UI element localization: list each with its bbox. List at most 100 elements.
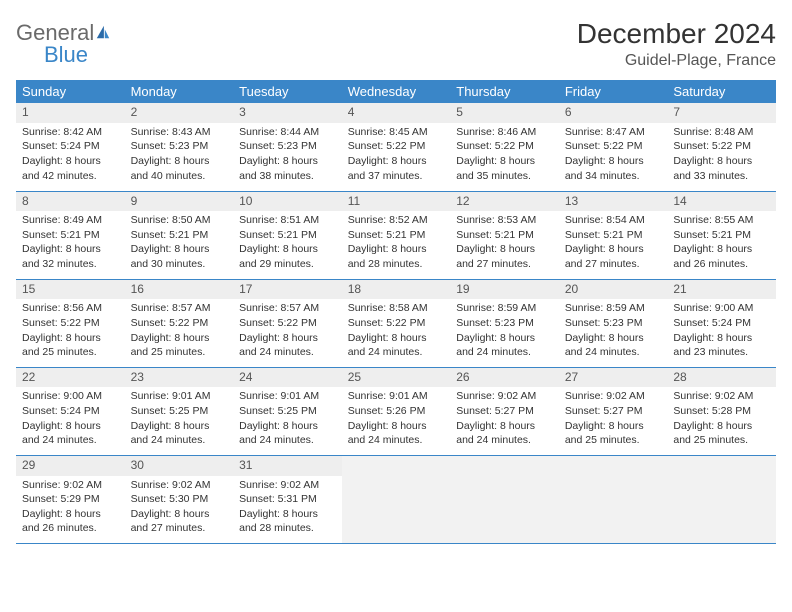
day-details: Sunrise: 9:00 AMSunset: 5:24 PMDaylight:…: [667, 299, 776, 367]
calendar-day-cell: 30Sunrise: 9:02 AMSunset: 5:30 PMDayligh…: [125, 455, 234, 543]
daylight-text-1: Daylight: 8 hours: [239, 508, 336, 522]
sunrise-text: Sunrise: 8:54 AM: [565, 214, 662, 228]
location-label: Guidel-Plage, France: [577, 52, 776, 70]
day-number: 25: [342, 368, 451, 388]
daylight-text-2: and 25 minutes.: [673, 434, 770, 448]
daylight-text-1: Daylight: 8 hours: [239, 420, 336, 434]
calendar-day-cell: 9Sunrise: 8:50 AMSunset: 5:21 PMDaylight…: [125, 191, 234, 279]
daylight-text-2: and 33 minutes.: [673, 170, 770, 184]
day-details: Sunrise: 8:50 AMSunset: 5:21 PMDaylight:…: [125, 211, 234, 279]
daylight-text-1: Daylight: 8 hours: [673, 420, 770, 434]
calendar-day-cell: [559, 455, 668, 543]
day-number: 14: [667, 192, 776, 212]
day-number: 2: [125, 103, 234, 123]
daylight-text-1: Daylight: 8 hours: [348, 243, 445, 257]
month-title: December 2024: [577, 18, 776, 50]
day-details: Sunrise: 8:59 AMSunset: 5:23 PMDaylight:…: [559, 299, 668, 367]
calendar-day-cell: 4Sunrise: 8:45 AMSunset: 5:22 PMDaylight…: [342, 103, 451, 191]
day-number: 5: [450, 103, 559, 123]
sunset-text: Sunset: 5:28 PM: [673, 405, 770, 419]
sunrise-text: Sunrise: 8:55 AM: [673, 214, 770, 228]
sunrise-text: Sunrise: 8:57 AM: [131, 302, 228, 316]
daylight-text-2: and 40 minutes.: [131, 170, 228, 184]
sunrise-text: Sunrise: 8:48 AM: [673, 126, 770, 140]
sunrise-text: Sunrise: 9:02 AM: [456, 390, 553, 404]
day-details: Sunrise: 9:01 AMSunset: 5:25 PMDaylight:…: [233, 387, 342, 455]
daylight-text-2: and 27 minutes.: [456, 258, 553, 272]
sunset-text: Sunset: 5:22 PM: [348, 317, 445, 331]
sunset-text: Sunset: 5:21 PM: [22, 229, 119, 243]
daylight-text-2: and 28 minutes.: [348, 258, 445, 272]
calendar-day-cell: 15Sunrise: 8:56 AMSunset: 5:22 PMDayligh…: [16, 279, 125, 367]
sunset-text: Sunset: 5:21 PM: [239, 229, 336, 243]
calendar-day-cell: 14Sunrise: 8:55 AMSunset: 5:21 PMDayligh…: [667, 191, 776, 279]
day-details: Sunrise: 8:53 AMSunset: 5:21 PMDaylight:…: [450, 211, 559, 279]
sunrise-text: Sunrise: 8:56 AM: [22, 302, 119, 316]
day-number: 23: [125, 368, 234, 388]
sunrise-text: Sunrise: 8:51 AM: [239, 214, 336, 228]
sunset-text: Sunset: 5:22 PM: [131, 317, 228, 331]
sunrise-text: Sunrise: 8:59 AM: [565, 302, 662, 316]
sunset-text: Sunset: 5:29 PM: [22, 493, 119, 507]
day-number: 22: [16, 368, 125, 388]
sunset-text: Sunset: 5:22 PM: [673, 140, 770, 154]
daylight-text-2: and 26 minutes.: [22, 522, 119, 536]
calendar-day-cell: 10Sunrise: 8:51 AMSunset: 5:21 PMDayligh…: [233, 191, 342, 279]
daylight-text-1: Daylight: 8 hours: [565, 243, 662, 257]
calendar-day-cell: 18Sunrise: 8:58 AMSunset: 5:22 PMDayligh…: [342, 279, 451, 367]
calendar-day-cell: 31Sunrise: 9:02 AMSunset: 5:31 PMDayligh…: [233, 455, 342, 543]
weekday-header: Wednesday: [342, 80, 451, 103]
daylight-text-1: Daylight: 8 hours: [131, 243, 228, 257]
day-details: Sunrise: 9:00 AMSunset: 5:24 PMDaylight:…: [16, 387, 125, 455]
daylight-text-1: Daylight: 8 hours: [22, 243, 119, 257]
day-details: Sunrise: 9:02 AMSunset: 5:30 PMDaylight:…: [125, 476, 234, 544]
sunrise-text: Sunrise: 8:50 AM: [131, 214, 228, 228]
daylight-text-2: and 42 minutes.: [22, 170, 119, 184]
sunrise-text: Sunrise: 8:52 AM: [348, 214, 445, 228]
daylight-text-1: Daylight: 8 hours: [456, 332, 553, 346]
daylight-text-1: Daylight: 8 hours: [239, 332, 336, 346]
weekday-header: Monday: [125, 80, 234, 103]
sunset-text: Sunset: 5:23 PM: [565, 317, 662, 331]
sunrise-text: Sunrise: 8:45 AM: [348, 126, 445, 140]
daylight-text-1: Daylight: 8 hours: [22, 332, 119, 346]
day-number: 21: [667, 280, 776, 300]
calendar-week-row: 8Sunrise: 8:49 AMSunset: 5:21 PMDaylight…: [16, 191, 776, 279]
day-details: Sunrise: 8:57 AMSunset: 5:22 PMDaylight:…: [233, 299, 342, 367]
sunrise-text: Sunrise: 9:02 AM: [239, 479, 336, 493]
logo-sail-icon: [95, 24, 111, 40]
day-number: 12: [450, 192, 559, 212]
calendar-day-cell: 8Sunrise: 8:49 AMSunset: 5:21 PMDaylight…: [16, 191, 125, 279]
weekday-header: Thursday: [450, 80, 559, 103]
sunset-text: Sunset: 5:22 PM: [239, 317, 336, 331]
sunset-text: Sunset: 5:27 PM: [456, 405, 553, 419]
sunrise-text: Sunrise: 8:42 AM: [22, 126, 119, 140]
day-details: Sunrise: 9:02 AMSunset: 5:27 PMDaylight:…: [559, 387, 668, 455]
day-details: Sunrise: 8:52 AMSunset: 5:21 PMDaylight:…: [342, 211, 451, 279]
sunrise-text: Sunrise: 9:01 AM: [239, 390, 336, 404]
calendar-day-cell: 24Sunrise: 9:01 AMSunset: 5:25 PMDayligh…: [233, 367, 342, 455]
calendar-day-cell: 12Sunrise: 8:53 AMSunset: 5:21 PMDayligh…: [450, 191, 559, 279]
day-number: 19: [450, 280, 559, 300]
daylight-text-2: and 25 minutes.: [131, 346, 228, 360]
daylight-text-2: and 38 minutes.: [239, 170, 336, 184]
daylight-text-2: and 24 minutes.: [348, 434, 445, 448]
daylight-text-1: Daylight: 8 hours: [565, 155, 662, 169]
day-details: Sunrise: 8:44 AMSunset: 5:23 PMDaylight:…: [233, 123, 342, 191]
sunrise-text: Sunrise: 8:57 AM: [239, 302, 336, 316]
daylight-text-2: and 32 minutes.: [22, 258, 119, 272]
daylight-text-2: and 27 minutes.: [131, 522, 228, 536]
calendar-day-cell: 11Sunrise: 8:52 AMSunset: 5:21 PMDayligh…: [342, 191, 451, 279]
page-header: GeneralBlue December 2024 Guidel-Plage, …: [16, 18, 776, 70]
day-number: 28: [667, 368, 776, 388]
daylight-text-2: and 26 minutes.: [673, 258, 770, 272]
daylight-text-2: and 28 minutes.: [239, 522, 336, 536]
day-details: Sunrise: 8:51 AMSunset: 5:21 PMDaylight:…: [233, 211, 342, 279]
day-number: 8: [16, 192, 125, 212]
daylight-text-1: Daylight: 8 hours: [239, 155, 336, 169]
day-number: 15: [16, 280, 125, 300]
day-details: Sunrise: 8:57 AMSunset: 5:22 PMDaylight:…: [125, 299, 234, 367]
day-number: 11: [342, 192, 451, 212]
sunset-text: Sunset: 5:27 PM: [565, 405, 662, 419]
daylight-text-2: and 29 minutes.: [239, 258, 336, 272]
